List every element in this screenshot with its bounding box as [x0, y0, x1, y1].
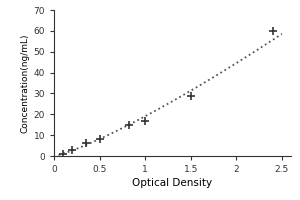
Point [270, 29, 275, 32]
Point [143, 119, 148, 122]
Point [61, 152, 65, 156]
Point [126, 123, 131, 126]
X-axis label: Optical Density: Optical Density [132, 178, 213, 188]
Y-axis label: Concentration(ng/mL): Concentration(ng/mL) [20, 33, 29, 133]
Point [83, 142, 88, 145]
Point [188, 94, 193, 97]
Point [97, 138, 102, 141]
Point [70, 148, 75, 151]
